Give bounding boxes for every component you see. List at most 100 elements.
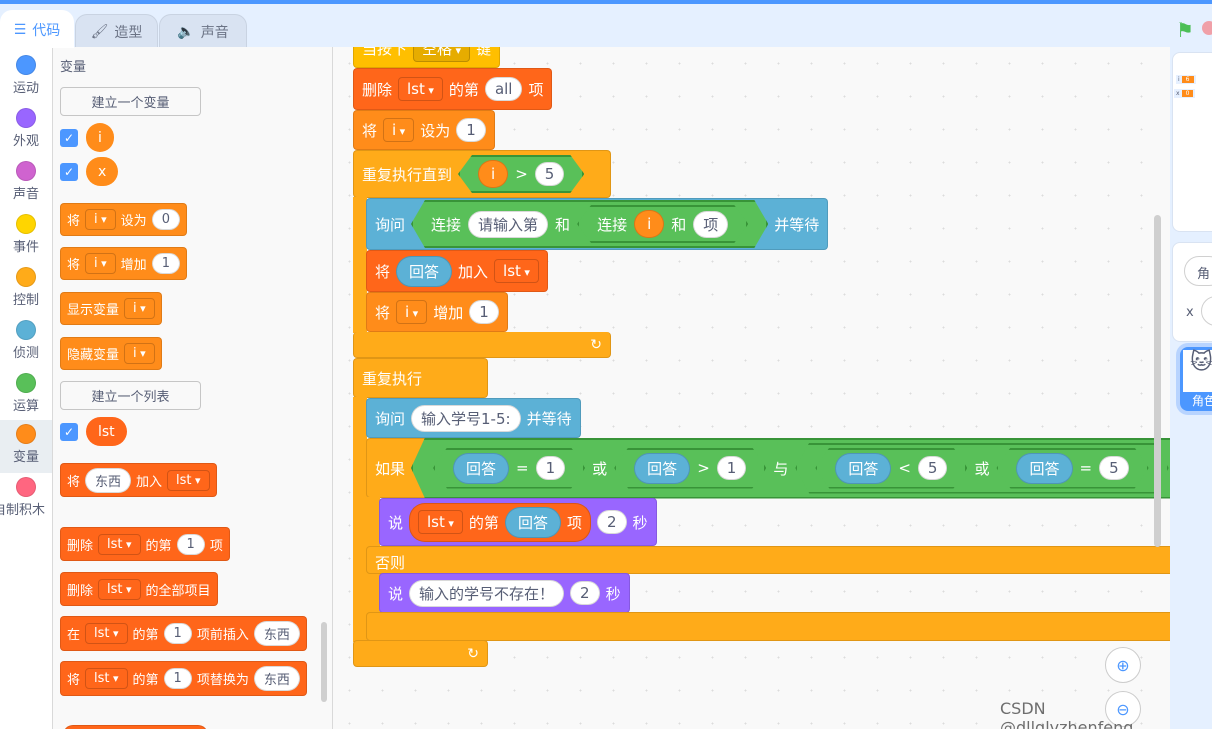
text-input[interactable]: 1 [456,118,486,142]
text-input[interactable]: 1 [176,533,205,555]
partial-list-block[interactable] [63,725,208,729]
sprite-thumbnail[interactable]: 🐱 角色 [1180,347,1212,411]
text-input[interactable]: 1 [717,456,747,480]
ask-and-wait-block[interactable]: 询问 连接 请输入第和连接 i 和项并等待 [366,198,829,250]
text-input[interactable]: 东西 [85,467,132,493]
dropdown-input[interactable]: lst [85,623,128,644]
dropdown-input[interactable]: lst [398,77,443,101]
category-sound[interactable]: 声音 [0,157,52,210]
text-input[interactable]: 1 [163,623,192,644]
category-control[interactable]: 控制 [0,263,52,316]
change-variable-block[interactable]: 将i 增加 1 [60,247,187,280]
boolean-reporter: 回答 <5 或 回答 = 5 [795,443,1168,494]
category-looks[interactable]: 外观 [0,104,52,157]
green-flag-icon[interactable]: ⚑ [1176,18,1194,42]
show-variable-block[interactable]: 显示变量 i [60,292,162,325]
text-input[interactable]: 5 [535,162,565,186]
when-key-pressed-block[interactable]: 当按下空格键 [353,47,501,68]
dropdown-input[interactable]: i [383,118,415,142]
category-variables[interactable]: 变量 [0,420,52,473]
category-operators[interactable]: 运算 [0,369,52,422]
text-input[interactable]: 项 [693,211,728,238]
block-label: 询问 [375,409,406,428]
text-input[interactable]: 1 [469,300,499,324]
x-field[interactable] [1201,296,1212,326]
zoom-out-button[interactable]: ⊖ [1105,691,1141,727]
stop-icon[interactable] [1202,21,1212,35]
dropdown-input[interactable]: lst [85,668,128,689]
text-input[interactable]: 1 [151,253,180,274]
category-sensing[interactable]: 侦测 [0,316,52,369]
dropdown-input[interactable]: i [124,298,155,319]
block-label: 将 [375,303,391,322]
category-events[interactable]: 事件 [0,210,52,263]
text-input[interactable]: all [484,77,523,101]
change-variable-block[interactable]: 将i 增加 1 [366,292,508,332]
text-input[interactable]: 2 [570,581,600,605]
boolean-reporter: 回答 = 1 [433,448,585,489]
text-input[interactable]: 输入的学号不存在！ [409,579,565,607]
delete-item-block[interactable]: 删除 lst 的第 all 项 [353,68,553,110]
category-my-blocks[interactable]: 自制积木 [0,473,52,526]
add-to-list-block[interactable]: 将回答 加入 lst [366,250,548,292]
dropdown-input[interactable]: lst [167,469,210,491]
text-input[interactable]: 东西 [253,621,300,646]
dropdown-input[interactable]: i [124,343,155,364]
tab-costumes[interactable]: 🖌 造型 [75,14,158,48]
dropdown-input[interactable]: lst [418,510,463,534]
variable-i-checkbox[interactable]: ✓ [60,129,78,147]
zoom-in-button[interactable]: ⊕ [1105,647,1141,683]
delete-item-block[interactable]: 删除lst的第1项 [60,527,230,561]
text-input[interactable]: 2 [596,510,627,534]
text-input[interactable]: 请输入第 [468,211,548,238]
repeat-until-block[interactable]: 重复执行直到 i >5 [353,150,611,198]
script-scrollbar[interactable] [1154,215,1161,547]
ask-and-wait-block[interactable]: 询问 输入学号1-5: 并等待 [366,398,581,438]
text-input[interactable]: 东西 [253,666,300,691]
block-label: 项替换为 [196,673,249,688]
delete-all-block[interactable]: 删除lst的全部项目 [60,572,218,606]
set-variable-block[interactable]: 将i 设为 1 [353,110,495,150]
add-to-list-block[interactable]: 将东西 加入 lst [60,463,217,497]
forever-block[interactable]: 重复执行 [353,358,488,398]
watermark: CSDN @dllglvzhenfeng [1000,699,1134,729]
text-input[interactable]: 输入学号1-5: [411,404,521,432]
text-input[interactable]: 0 [151,209,180,230]
make-variable-button[interactable]: 建立一个变量 [60,87,201,116]
tab-code[interactable]: ☰ 代码 [0,10,74,48]
text-input[interactable]: 5 [1099,456,1129,480]
sprite-name-field[interactable]: 角 [1184,256,1212,286]
dropdown-input[interactable]: i [396,300,428,324]
dropdown-input[interactable]: lst [494,259,539,283]
dropdown-input[interactable]: i [85,253,116,274]
variable-x-reporter[interactable]: x [86,157,119,186]
variable-i-reporter[interactable]: i [86,123,114,152]
text-input[interactable]: 1 [163,668,192,689]
hide-variable-block[interactable]: 隐藏变量 i [60,337,162,370]
dropdown-input[interactable]: i [85,209,116,230]
dropdown-input[interactable]: lst [98,533,141,555]
list-lst-checkbox[interactable]: ✓ [60,423,78,441]
tab-sounds[interactable]: 🔈 声音 [159,14,247,48]
set-variable-block[interactable]: 将i 设为 0 [60,203,187,236]
make-list-button[interactable]: 建立一个列表 [60,381,201,410]
block-label: 键 [476,47,492,58]
block-label: 或 [592,459,608,478]
dropdown-input[interactable]: lst [98,578,141,600]
text-input[interactable]: 5 [918,456,948,480]
category-motion[interactable]: 运动 [0,51,52,104]
list-lst-reporter[interactable]: lst [86,417,127,446]
dropdown-input[interactable]: 空格 [413,47,471,62]
variable-x-checkbox[interactable]: ✓ [60,163,78,181]
say-for-secs-block[interactable]: 说输入的学号不存在！ 2 秒 [379,573,630,613]
text-input[interactable]: 1 [536,456,566,480]
palette-scrollbar[interactable] [321,622,327,702]
